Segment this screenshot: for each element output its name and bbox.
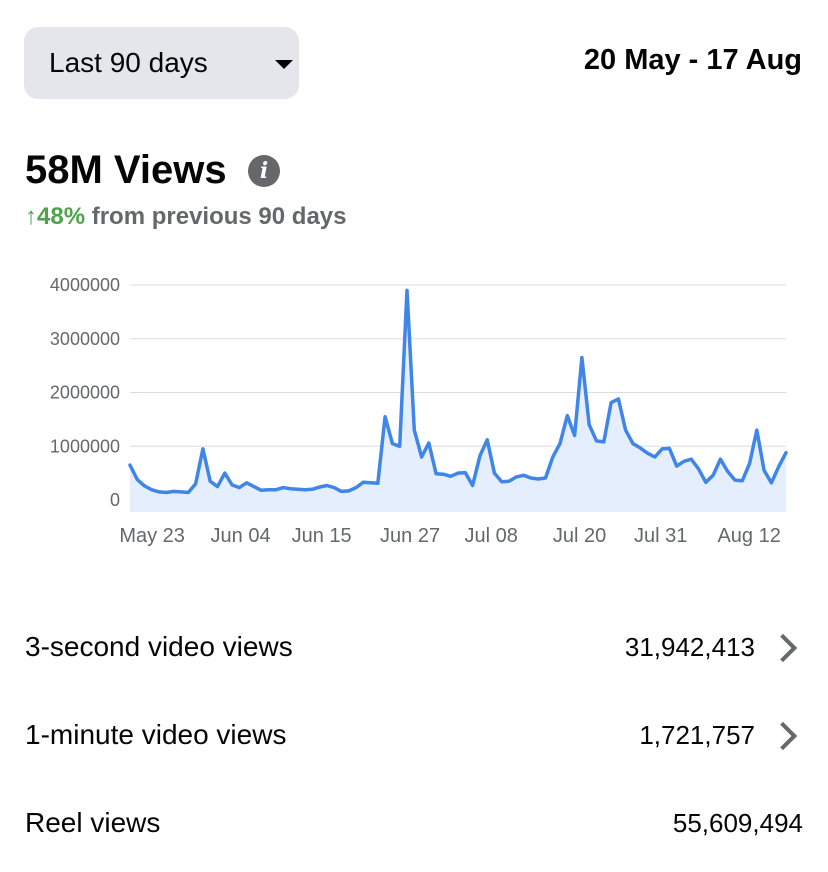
series-area (130, 290, 786, 512)
metric-label: Reel views (25, 807, 161, 838)
metric-value: 55,609,494 (672, 807, 803, 838)
x-tick-label: Jun 27 (380, 525, 440, 547)
y-tick-label: 3000000 (50, 329, 120, 349)
y-tick-label: 0 (110, 490, 120, 510)
date-range-dropdown[interactable]: Last 90 days (24, 27, 299, 99)
y-tick-label: 4000000 (50, 275, 120, 295)
views-chart: 4000000 3000000 2000000 1000000 0 May 23 Jun 0… (50, 275, 788, 547)
metric-value: 31,942,413 (624, 631, 755, 662)
change-percent: ↑48% (25, 203, 86, 230)
chevron-right-icon[interactable] (768, 633, 798, 663)
metric-row-3-second-views[interactable]: 3-second video views 31,942,413 (25, 622, 803, 672)
x-tick-label: Jun 04 (211, 525, 271, 547)
y-tick-label: 2000000 (50, 383, 120, 403)
change-line: ↑48% from previous 90 days (25, 203, 346, 231)
date-range-text: 20 May - 17 Aug (583, 44, 802, 76)
x-tick-label: May 23 (119, 525, 185, 547)
x-tick-label: Jun 15 (292, 525, 352, 547)
x-tick-label: Jul 31 (634, 525, 687, 547)
y-tick-label: 1000000 (50, 436, 120, 456)
x-tick-label: Jul 08 (464, 525, 517, 547)
x-tick-label: Jul 20 (553, 525, 606, 547)
x-tick-label: Aug 12 (717, 525, 780, 547)
metric-row-1-minute-views[interactable]: 1-minute video views 1,721,757 (25, 710, 803, 760)
info-icon[interactable]: i (248, 155, 280, 187)
chevron-right-icon[interactable] (768, 721, 798, 751)
metric-label: 1-minute video views (25, 719, 287, 750)
caret-down-icon (275, 60, 293, 69)
metric-label: 3-second video views (25, 631, 293, 662)
views-total: 58M Views (25, 148, 227, 192)
metric-row-reel-views: Reel views 55,609,494 (25, 798, 803, 848)
change-text: from previous 90 days (85, 203, 347, 230)
date-range-dropdown-label: Last 90 days (49, 47, 208, 78)
series-line (128, 288, 788, 495)
metric-value: 1,721,757 (639, 719, 755, 750)
